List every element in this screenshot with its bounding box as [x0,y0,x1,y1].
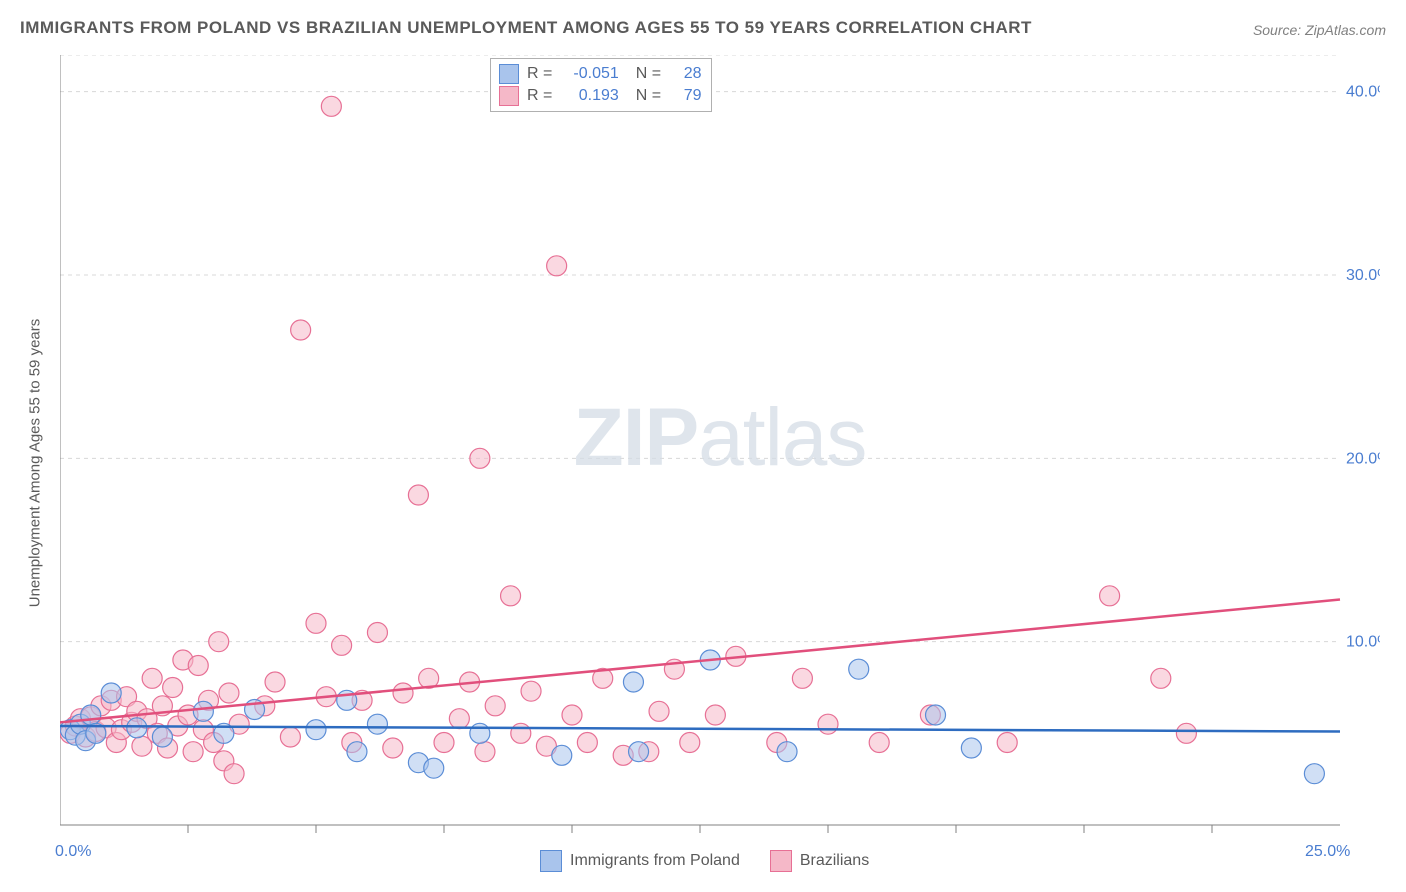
chart-area: Unemployment Among Ages 55 to 59 years 1… [50,55,1380,870]
chart-title: IMMIGRANTS FROM POLAND VS BRAZILIAN UNEM… [20,18,1032,38]
svg-text:30.0%: 30.0% [1346,267,1380,284]
stat-n-label: N = [627,65,666,83]
svg-text:20.0%: 20.0% [1346,450,1380,467]
y-axis-label: Unemployment Among Ages 55 to 59 years [27,318,44,607]
legend-series-name: Immigrants from Poland [570,852,740,870]
legend-swatch-icon [770,850,792,872]
legend-swatch-icon [540,850,562,872]
legend-swatch-icon [499,64,519,84]
x-end-label: 25.0% [1305,843,1350,861]
stat-legend-row: R = -0.051 N = 28 [499,63,701,85]
x-origin-label: 0.0% [55,843,91,861]
legend-swatch-icon [499,86,519,106]
source-text: Source: ZipAtlas.com [1253,22,1386,38]
svg-text:10.0%: 10.0% [1346,634,1380,651]
svg-text:40.0%: 40.0% [1346,84,1380,101]
stat-n-label: N = [627,87,666,105]
series-legend: Immigrants from Poland Brazilians [540,850,869,872]
stat-n-value: 79 [673,87,701,105]
stat-r-label: R = [527,87,557,105]
stat-r-value: 0.193 [565,87,619,105]
legend-series-name: Brazilians [800,852,869,870]
stat-r-value: -0.051 [565,65,619,83]
stats-legend: R = -0.051 N = 28 R = 0.193 N = 79 [490,58,712,112]
stat-legend-row: R = 0.193 N = 79 [499,85,701,107]
stat-r-label: R = [527,65,557,83]
stat-n-value: 28 [673,65,701,83]
legend-item: Brazilians [770,850,869,872]
scatter-chart-svg: 10.0% 20.0% 30.0% 40.0% [60,55,1380,870]
plot-region: 10.0%20.0%30.0%40.0% ZIPatlas R = -0.051… [60,55,1380,870]
legend-item: Immigrants from Poland [540,850,740,872]
